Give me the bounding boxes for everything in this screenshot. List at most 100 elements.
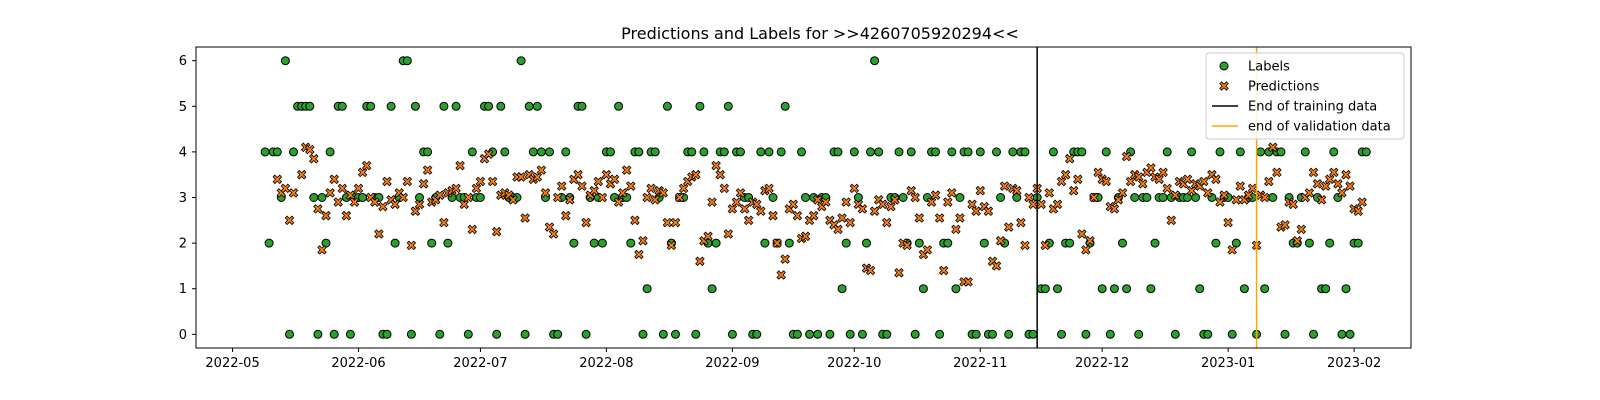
prediction-point (638, 236, 648, 246)
label-point (947, 147, 957, 157)
prediction-point (577, 181, 587, 191)
prediction-point (280, 183, 291, 194)
x-tick-label: 2022-08 (579, 356, 633, 371)
label-point (321, 238, 331, 248)
prediction-point (406, 240, 417, 251)
prediction-point (1231, 195, 1242, 205)
label-point (1280, 329, 1290, 339)
prediction-point (1028, 199, 1038, 210)
label-point (951, 284, 961, 294)
prediction-point (390, 199, 400, 210)
prediction-point (455, 160, 465, 171)
label-point (992, 147, 1001, 157)
prediction-point (894, 268, 904, 278)
label-point (1239, 284, 1249, 294)
label-point (516, 56, 526, 66)
label-point (792, 329, 802, 339)
prediction-point (544, 222, 555, 232)
prediction-point (439, 217, 449, 228)
label-point (874, 147, 884, 157)
label-point (1150, 238, 1160, 248)
prediction-point (865, 265, 876, 276)
label-point (768, 193, 778, 202)
prediction-point (1247, 183, 1258, 194)
prediction-point (1117, 188, 1128, 198)
prediction-point (325, 188, 335, 198)
prediction-point (857, 204, 868, 214)
prediction-point (1268, 142, 1278, 153)
prediction-point (719, 183, 730, 194)
label-point (1109, 284, 1119, 294)
label-point (309, 193, 319, 202)
prediction-point (333, 197, 343, 207)
prediction-point (475, 176, 486, 187)
y-tick-label: 2 (179, 237, 187, 252)
prediction-point (869, 206, 880, 216)
label-point (561, 147, 571, 157)
prediction-point (1089, 192, 1099, 203)
prediction-point (711, 160, 721, 171)
prediction-point (1085, 236, 1095, 246)
prediction-point (1324, 174, 1335, 185)
label-point (943, 238, 953, 248)
prediction-point (812, 195, 823, 205)
prediction-point (1264, 176, 1274, 187)
legend-label: End of training data (1248, 100, 1377, 115)
label-point (524, 101, 534, 111)
label-point (1065, 238, 1075, 248)
prediction-point (695, 256, 705, 267)
prediction-point (707, 197, 717, 207)
label-point (285, 329, 294, 339)
prediction-point (471, 183, 482, 194)
prediction-point (626, 181, 636, 191)
prediction-point (345, 190, 356, 200)
prediction-point (955, 213, 965, 223)
prediction-point (1357, 197, 1367, 207)
prediction-point (1215, 197, 1225, 207)
prediction-point (1003, 222, 1014, 232)
label-point (662, 101, 672, 111)
prediction-point (922, 245, 933, 255)
prediction-point (1272, 167, 1282, 178)
prediction-point (727, 204, 738, 214)
prediction-point (1093, 167, 1103, 178)
label-point (626, 238, 636, 248)
prediction-point (1146, 163, 1156, 173)
label-point (1341, 284, 1351, 294)
label-point (671, 329, 680, 339)
label-point (1020, 147, 1030, 157)
label-point (443, 238, 453, 248)
prediction-point (435, 190, 445, 200)
prediction-point (1186, 185, 1197, 196)
prediction-point (1199, 176, 1209, 187)
prediction-point (845, 217, 855, 228)
prediction-point (1060, 169, 1071, 180)
prediction-point (821, 197, 831, 207)
label-point (528, 147, 538, 157)
label-point (402, 56, 412, 66)
label-point (825, 329, 835, 339)
prediction-point (483, 149, 494, 159)
prediction-point (1125, 176, 1136, 187)
prediction-point (288, 188, 299, 198)
label-point (423, 147, 433, 157)
prediction-point (983, 206, 994, 216)
label-point (1203, 329, 1213, 339)
label-point (313, 329, 323, 339)
prediction-point (808, 210, 819, 221)
label-point (1256, 147, 1266, 157)
label-point (1187, 147, 1197, 157)
label-point (1097, 284, 1107, 294)
label-point (345, 329, 355, 339)
label-point (1130, 193, 1140, 202)
prediction-point (1154, 174, 1164, 185)
prediction-point (902, 240, 912, 251)
prediction-point (772, 238, 782, 248)
label-point (638, 329, 648, 339)
prediction-point (1203, 188, 1213, 198)
label-point (329, 329, 339, 339)
label-point (317, 193, 327, 202)
label-point (280, 56, 290, 66)
legend-box (1205, 52, 1405, 140)
label-point (699, 147, 709, 157)
